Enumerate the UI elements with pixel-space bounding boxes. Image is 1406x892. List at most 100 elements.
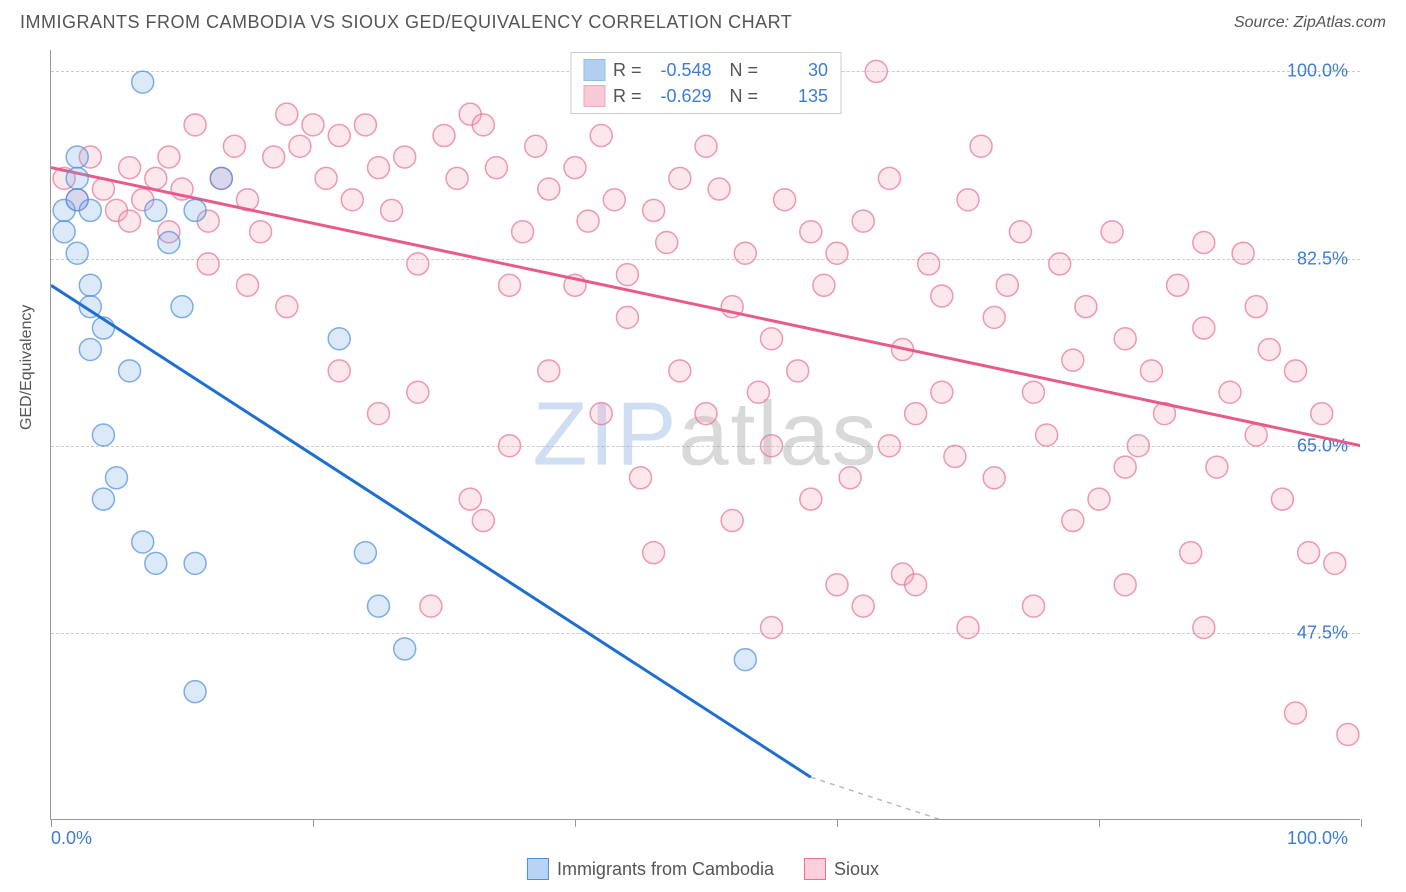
data-point (761, 435, 783, 457)
n-value: 135 (766, 83, 828, 109)
data-point (184, 114, 206, 136)
data-point (1101, 221, 1123, 243)
data-point (538, 178, 560, 200)
data-point (1258, 338, 1280, 360)
data-point (420, 595, 442, 617)
legend-row-sioux: R = -0.629 N = 135 (583, 83, 828, 109)
data-point (263, 146, 285, 168)
data-point (944, 445, 966, 467)
data-point (79, 274, 101, 296)
data-point (1075, 296, 1097, 318)
data-point (66, 242, 88, 264)
data-point (1232, 242, 1254, 264)
data-point (970, 135, 992, 157)
data-point (826, 574, 848, 596)
data-point (328, 360, 350, 382)
data-point (145, 199, 167, 221)
data-point (800, 488, 822, 510)
data-point (158, 232, 180, 254)
data-point (119, 210, 141, 232)
data-point (826, 242, 848, 264)
data-point (616, 306, 638, 328)
data-point (669, 360, 691, 382)
data-point (996, 274, 1018, 296)
data-point (1324, 552, 1346, 574)
data-point (1023, 381, 1045, 403)
data-point (237, 274, 259, 296)
data-point (1193, 232, 1215, 254)
data-point (747, 381, 769, 403)
data-point (800, 221, 822, 243)
trend-line (51, 285, 811, 777)
data-point (184, 552, 206, 574)
data-point (119, 157, 141, 179)
legend-item-sioux: Sioux (804, 858, 879, 880)
data-point (276, 103, 298, 125)
legend-row-cambodia: R = -0.548 N = 30 (583, 57, 828, 83)
data-point (957, 617, 979, 639)
y-axis-label: GED/Equivalency (18, 305, 36, 430)
data-point (119, 360, 141, 382)
data-point (66, 167, 88, 189)
data-point (1127, 435, 1149, 457)
data-point (1023, 595, 1045, 617)
data-point (878, 435, 900, 457)
data-point (734, 242, 756, 264)
data-point (957, 189, 979, 211)
data-point (66, 146, 88, 168)
x-tick-label: 100.0% (1287, 828, 1348, 849)
data-point (512, 221, 534, 243)
data-point (564, 157, 586, 179)
data-point (381, 199, 403, 221)
data-point (774, 189, 796, 211)
data-point (538, 360, 560, 382)
data-point (145, 167, 167, 189)
data-point (368, 157, 390, 179)
data-point (983, 467, 1005, 489)
data-point (931, 285, 953, 307)
source-label: Source: ZipAtlas.com (1234, 14, 1386, 32)
data-point (1193, 317, 1215, 339)
data-point (197, 253, 219, 275)
data-point (761, 328, 783, 350)
x-tick (313, 819, 314, 827)
data-point (394, 638, 416, 660)
data-point (1285, 702, 1307, 724)
data-point (878, 167, 900, 189)
chart-title: IMMIGRANTS FROM CAMBODIA VS SIOUX GED/EQ… (20, 12, 792, 32)
data-point (1009, 221, 1031, 243)
x-tick (837, 819, 838, 827)
data-point (250, 221, 272, 243)
data-point (1285, 360, 1307, 382)
data-point (407, 253, 429, 275)
data-point (1140, 360, 1162, 382)
x-tick (1361, 819, 1362, 827)
data-point (1049, 253, 1071, 275)
data-point (616, 264, 638, 286)
data-point (1298, 542, 1320, 564)
data-point (1180, 542, 1202, 564)
data-point (289, 135, 311, 157)
data-point (132, 71, 154, 93)
data-point (79, 338, 101, 360)
n-value: 30 (766, 57, 828, 83)
data-point (1219, 381, 1241, 403)
data-point (905, 403, 927, 425)
swatch-icon (583, 59, 605, 81)
data-point (1245, 424, 1267, 446)
data-point (328, 328, 350, 350)
data-point (184, 681, 206, 703)
data-point (734, 649, 756, 671)
data-point (485, 157, 507, 179)
data-point (145, 552, 167, 574)
data-point (79, 199, 101, 221)
data-point (499, 435, 521, 457)
chart-plot-area: ZIPatlas R = -0.548 N = 30 R = -0.629 N … (50, 50, 1360, 820)
data-point (171, 296, 193, 318)
data-point (590, 403, 612, 425)
data-point (1088, 488, 1110, 510)
data-point (106, 467, 128, 489)
data-point (1337, 723, 1359, 745)
data-point (787, 360, 809, 382)
r-value: -0.548 (650, 57, 712, 83)
